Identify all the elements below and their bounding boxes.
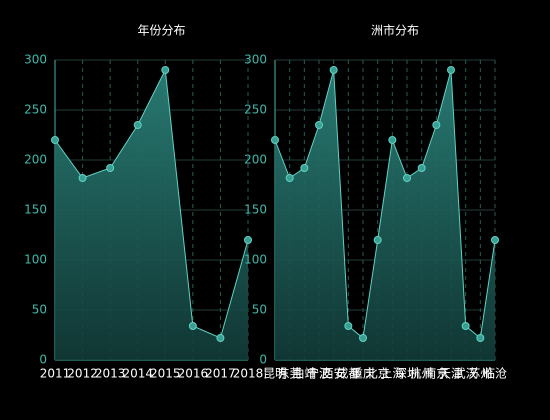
y-tick-label: 250	[244, 103, 267, 117]
point	[447, 66, 455, 74]
point	[417, 164, 426, 172]
y-tick-label: 200	[24, 153, 47, 167]
point	[300, 164, 309, 172]
y-tick-label: 200	[244, 153, 267, 167]
point	[476, 334, 485, 342]
area	[55, 70, 248, 360]
point	[51, 136, 59, 144]
point	[315, 121, 323, 129]
x-tick-label: 2018	[233, 367, 264, 381]
y-tick-label: 50	[252, 303, 267, 317]
x-tick-label: 苏州	[468, 367, 492, 381]
point	[461, 322, 470, 330]
x-tick-label: 杭州	[410, 366, 434, 381]
point	[373, 236, 382, 244]
point	[161, 66, 170, 74]
x-tick-label: 临沧	[483, 366, 507, 381]
x-tick-label: 武汉	[454, 367, 478, 381]
line	[54, 68, 249, 339]
y-tick-label: 250	[24, 103, 47, 117]
x-tick-label: 2016	[178, 367, 209, 381]
point	[491, 236, 499, 244]
point	[388, 136, 397, 144]
y-tick-label: 150	[24, 203, 47, 217]
chart-title: 洲市分布	[371, 23, 419, 38]
x-tick-label: 西安	[322, 366, 346, 381]
point	[359, 334, 367, 342]
point	[244, 236, 252, 244]
y-tick-label: 50	[32, 303, 47, 317]
x-tick-label: 上海	[380, 366, 404, 381]
x-tick-label: 天津	[439, 367, 463, 381]
x-tick-label: 2012	[67, 367, 98, 381]
y-tick-label: 100	[24, 253, 47, 267]
point	[344, 322, 353, 330]
x-tick-label: 重庆	[351, 367, 375, 381]
point	[432, 121, 441, 129]
x-tick-label: 东莞	[278, 367, 302, 381]
x-tick-label: 2011	[40, 367, 71, 381]
x-tick-label: 2017	[205, 367, 236, 381]
x-tick-label: 2015	[150, 367, 181, 381]
point	[403, 174, 411, 182]
point	[216, 334, 225, 342]
y-tick-label: 100	[244, 253, 267, 267]
x-tick-label: 曲靖	[292, 367, 316, 381]
y-tick-label: 0	[259, 353, 267, 367]
x-tick-label: 2013	[95, 367, 126, 381]
y-tick-label: 300	[24, 53, 47, 67]
point	[329, 66, 338, 74]
x-tick-label: 南京	[424, 366, 448, 381]
y-tick-label: 150	[244, 203, 267, 217]
x-tick-label: 宁波	[307, 366, 331, 381]
x-tick-label: 北京	[366, 367, 390, 381]
chart-title: 年份分布	[137, 24, 185, 38]
y-tick-label: 300	[244, 53, 267, 67]
x-tick-label: 深圳	[395, 367, 419, 381]
point	[285, 174, 294, 182]
point	[106, 164, 115, 172]
point	[78, 174, 87, 182]
point	[271, 136, 279, 144]
x-tick-label: 2014	[122, 367, 153, 381]
line	[274, 69, 496, 339]
y-tick-label: 0	[39, 353, 47, 367]
point	[133, 121, 142, 129]
point	[188, 322, 197, 330]
x-tick-label: 昆明	[263, 367, 287, 381]
x-tick-label: 成都	[336, 367, 360, 381]
area	[275, 70, 495, 360]
